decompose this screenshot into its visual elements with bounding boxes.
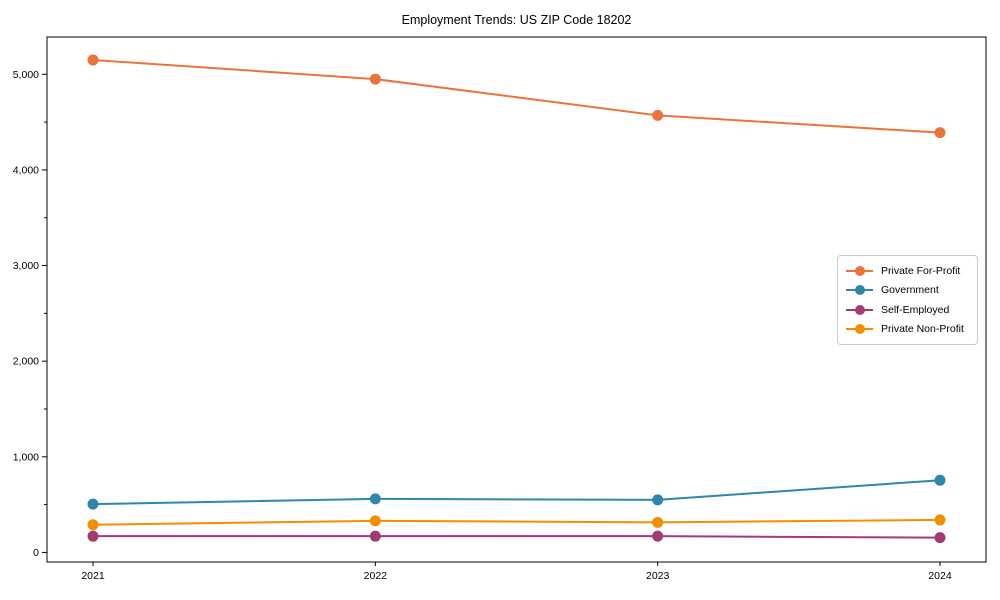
- data-point-private-non-profit-2024: [934, 514, 946, 526]
- legend: Private For-Profit Government Self-Emplo…: [837, 255, 978, 345]
- legend-line-marker-icon: [846, 265, 873, 277]
- data-point-self-employed-2022: [369, 530, 381, 542]
- y-axis-tick-label: 5,000: [13, 69, 39, 81]
- legend-item-government: Government: [846, 281, 969, 301]
- legend-label-private-non-profit: Private Non-Profit: [881, 323, 964, 336]
- legend-item-private-non-profit: Private Non-Profit: [846, 320, 969, 340]
- series-line-private-for-profit: [92, 58, 941, 134]
- y-axis-tick-label: 2,000: [13, 356, 39, 368]
- legend-label-self-employed: Self-Employed: [881, 303, 950, 316]
- y-axis-tick-label: 0: [33, 547, 39, 559]
- plot-frame: [46, 36, 987, 563]
- data-point-self-employed-2023: [652, 530, 664, 542]
- data-point-government-2024: [934, 474, 946, 486]
- series-line-government: [92, 479, 941, 506]
- data-point-private-for-profit-2024: [934, 127, 946, 139]
- data-point-government-2021: [87, 498, 99, 510]
- legend-line-marker-icon: [846, 323, 873, 335]
- y-axis-tick-label: 1,000: [13, 451, 39, 463]
- series-line-private-non-profit: [92, 518, 941, 526]
- series-line-self-employed: [93, 535, 941, 539]
- x-axis-tick-label: 2021: [81, 570, 105, 582]
- data-point-private-non-profit-2022: [369, 515, 381, 527]
- legend-item-private-for-profit: Private For-Profit: [846, 261, 969, 281]
- data-point-government-2022: [369, 493, 381, 505]
- legend-line-marker-icon: [846, 304, 873, 316]
- legend-item-self-employed: Self-Employed: [846, 300, 969, 320]
- y-axis-tick-label: 4,000: [13, 164, 39, 176]
- data-point-private-non-profit-2023: [652, 516, 664, 528]
- data-point-private-for-profit-2022: [369, 73, 381, 85]
- legend-label-private-for-profit: Private For-Profit: [881, 264, 961, 277]
- data-point-private-for-profit-2023: [652, 109, 664, 121]
- x-axis-tick-label: 2022: [364, 570, 388, 582]
- data-point-self-employed-2024: [934, 532, 946, 544]
- data-point-government-2023: [652, 494, 664, 506]
- data-point-private-for-profit-2021: [87, 54, 99, 66]
- y-axis-tick-label: 3,000: [13, 260, 39, 272]
- data-point-self-employed-2021: [87, 530, 99, 542]
- x-axis-tick-label: 2024: [928, 570, 952, 582]
- x-axis-tick-label: 2023: [646, 570, 670, 582]
- data-point-private-non-profit-2021: [87, 519, 99, 531]
- legend-line-marker-icon: [846, 284, 873, 296]
- chart-title: Employment Trends: US ZIP Code 18202: [401, 13, 632, 27]
- legend-label-government: Government: [881, 284, 939, 297]
